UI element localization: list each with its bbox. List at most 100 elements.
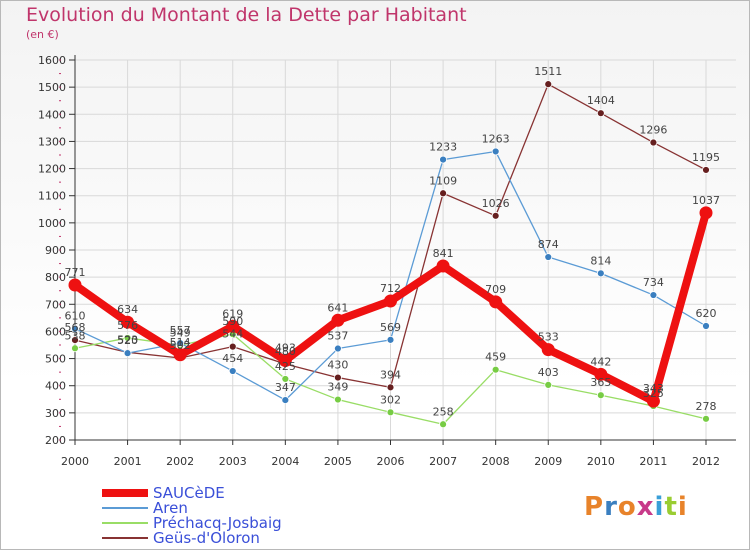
data-point (386, 383, 395, 392)
logo-letter: P (584, 492, 605, 522)
data-label: 459 (485, 351, 506, 364)
data-point (439, 155, 447, 164)
legend-label: SAUCèDE (153, 484, 225, 502)
data-point (544, 253, 553, 261)
data-label: 771 (65, 266, 86, 279)
data-point (386, 335, 395, 344)
logo-letter: i (677, 492, 688, 522)
y-tick-label: 700 (45, 298, 66, 311)
data-label: 1263 (482, 132, 510, 145)
y-tick-label: 400 (45, 380, 66, 393)
data-point (702, 414, 710, 423)
data-label: 278 (696, 400, 717, 413)
x-tick-label: 2004 (271, 455, 299, 468)
x-tick-label: 2001 (114, 455, 142, 468)
y-tick-label: 1500 (38, 81, 66, 94)
data-point (386, 408, 395, 417)
data-label: 493 (275, 341, 296, 354)
y-tick-label: 300 (45, 407, 66, 420)
data-point (596, 391, 605, 400)
data-label: 365 (590, 376, 611, 389)
data-point (702, 322, 710, 330)
data-point (123, 349, 132, 358)
data-label: 557 (170, 324, 191, 337)
data-label: 1404 (587, 94, 615, 107)
data-label: 442 (590, 355, 611, 368)
data-point (596, 109, 605, 118)
data-label: 1296 (639, 124, 667, 137)
data-label: 430 (327, 359, 348, 372)
data-point (176, 339, 185, 348)
data-label: 576 (117, 319, 138, 332)
data-point (646, 394, 660, 408)
x-tick-label: 2000 (61, 455, 89, 468)
data-point (541, 343, 555, 357)
data-point (491, 147, 500, 156)
y-tick-label: 1000 (38, 217, 66, 230)
data-label: 537 (327, 330, 348, 343)
legend-label: Aren (153, 499, 188, 517)
data-point (596, 269, 605, 278)
legend-label: Préchacq-Josbaig (153, 514, 282, 532)
data-point (334, 373, 342, 382)
data-point (649, 291, 658, 299)
data-label: 394 (380, 368, 401, 381)
data-label: 523 (117, 333, 138, 346)
data-label: 1109 (429, 174, 457, 187)
data-label: 1233 (429, 141, 457, 154)
data-point (281, 375, 290, 383)
y-tick-label: 1300 (38, 135, 66, 148)
y-tick-label: 1200 (38, 163, 66, 176)
data-label: 544 (222, 328, 243, 341)
x-tick-label: 2007 (429, 455, 457, 468)
data-label: 533 (538, 331, 559, 344)
data-point (699, 206, 713, 220)
data-point (123, 334, 132, 342)
data-point (649, 138, 658, 147)
data-label: 874 (538, 238, 559, 251)
data-label: 502 (170, 339, 191, 352)
x-tick-label: 2011 (639, 455, 667, 468)
y-tick-label: 200 (45, 434, 66, 447)
x-tick-label: 2012 (692, 455, 720, 468)
data-point (226, 319, 240, 333)
y-tick-label: 600 (45, 325, 66, 338)
data-label: 403 (538, 366, 559, 379)
data-label: 568 (65, 321, 86, 334)
data-point (281, 396, 290, 405)
data-point (544, 380, 553, 389)
data-point (71, 344, 79, 353)
chart-subtitle: (en €) (26, 28, 59, 41)
x-tick-label: 2009 (534, 455, 562, 468)
data-point (71, 336, 79, 345)
logo-letter: x (636, 492, 655, 522)
legend-label: Geüs-d'Oloron (153, 529, 260, 547)
x-tick-label: 2003 (219, 455, 247, 468)
data-label: 258 (433, 405, 454, 418)
data-label: 620 (696, 307, 717, 320)
data-label: 590 (222, 315, 243, 328)
data-point (173, 348, 187, 362)
x-tick-label: 2006 (377, 455, 405, 468)
data-label: 619 (222, 307, 243, 320)
y-tick-label: 1600 (38, 54, 66, 67)
data-label: 520 (117, 334, 138, 347)
data-point (544, 80, 553, 89)
data-label: 814 (590, 254, 611, 267)
data-label: 1037 (692, 194, 720, 207)
x-tick-label: 2010 (587, 455, 615, 468)
data-point (439, 189, 447, 198)
data-point (71, 324, 79, 333)
data-label: 841 (433, 247, 454, 260)
x-tick-label: 2002 (166, 455, 194, 468)
data-label: 302 (380, 393, 401, 406)
data-label: 549 (170, 326, 191, 339)
data-label: 325 (643, 387, 664, 400)
data-label: 610 (65, 310, 86, 323)
x-tick-label: 2005 (324, 455, 352, 468)
data-point (384, 294, 397, 308)
data-label: 712 (380, 282, 401, 295)
data-label: 480 (275, 345, 296, 358)
